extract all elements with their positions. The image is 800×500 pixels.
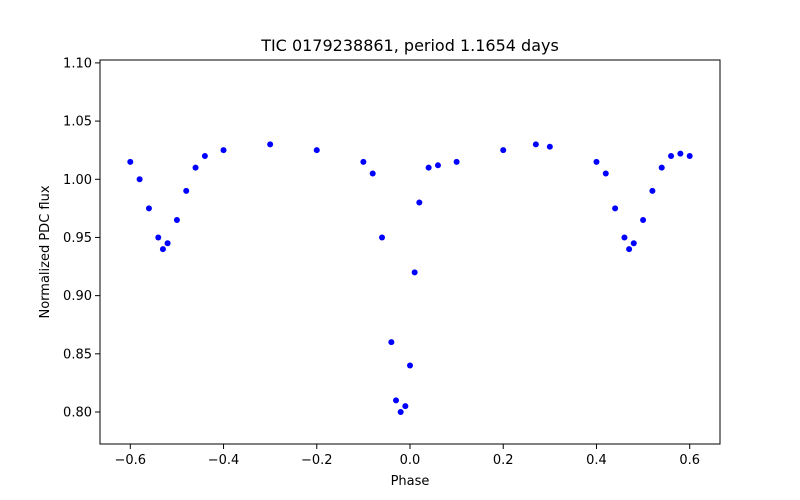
data-point (532, 141, 539, 148)
data-point (411, 269, 418, 276)
y-tick-label: 1.10 (63, 56, 92, 71)
x-tick-label: 0.4 (586, 453, 607, 468)
data-point (677, 150, 684, 157)
data-point (668, 153, 675, 159)
data-point (220, 147, 227, 154)
data-point (686, 153, 693, 159)
data-point (593, 158, 600, 165)
data-point (379, 234, 386, 241)
data-point (407, 362, 413, 369)
data-point (267, 141, 274, 148)
data-point (360, 158, 367, 165)
x-tick-label: −0.2 (301, 453, 333, 468)
data-point (640, 217, 647, 223)
data-point (173, 217, 180, 223)
data-point (416, 199, 423, 206)
data-point (630, 240, 637, 247)
y-tick-label: 1.05 (63, 115, 92, 130)
data-point (313, 147, 320, 154)
data-point (453, 158, 460, 165)
data-point (192, 164, 199, 171)
data-point (658, 164, 665, 171)
plot-area-frame (99, 59, 721, 445)
data-point (155, 234, 162, 241)
data-point (500, 147, 507, 154)
data-point (649, 187, 656, 194)
data-point (201, 153, 208, 159)
data-point (626, 246, 633, 253)
data-point (388, 339, 395, 346)
x-tick-label: −0.6 (115, 453, 147, 468)
y-tick-label: 1.00 (63, 173, 92, 188)
x-axis: −0.6 −0.4 −0.2 0.0 0.2 0.4 0.6 (115, 444, 700, 468)
x-tick-label: 0.6 (679, 453, 700, 468)
y-tick-label: 0.85 (63, 347, 92, 362)
data-point (402, 403, 409, 410)
scatter-points (127, 141, 693, 415)
data-point (164, 240, 171, 247)
data-point (127, 158, 134, 165)
data-point (369, 170, 376, 177)
data-point (159, 246, 166, 253)
data-point (136, 176, 143, 183)
data-point (425, 164, 432, 171)
y-tick-label: 0.95 (63, 231, 92, 246)
y-tick-label: 0.90 (63, 289, 92, 304)
chart-title: TIC 0179238861, period 1.1654 days (260, 36, 559, 55)
y-tick-label: 0.80 (63, 406, 92, 421)
data-point (621, 234, 628, 241)
data-point (434, 162, 441, 169)
data-point (612, 205, 619, 212)
y-axis-title: Normalized PDC flux (38, 185, 53, 318)
data-point (602, 170, 609, 177)
x-axis-title: Phase (391, 474, 430, 489)
x-tick-label: 0.2 (493, 453, 514, 468)
data-point (393, 397, 400, 404)
data-point (145, 205, 152, 212)
x-tick-label: −0.4 (208, 453, 240, 468)
y-axis: 0.80 0.85 0.90 0.95 1.00 1.05 1.10 (63, 56, 100, 421)
data-point (397, 409, 404, 415)
x-tick-label: 0.0 (400, 453, 421, 468)
data-point (183, 187, 190, 194)
data-point (546, 143, 553, 150)
